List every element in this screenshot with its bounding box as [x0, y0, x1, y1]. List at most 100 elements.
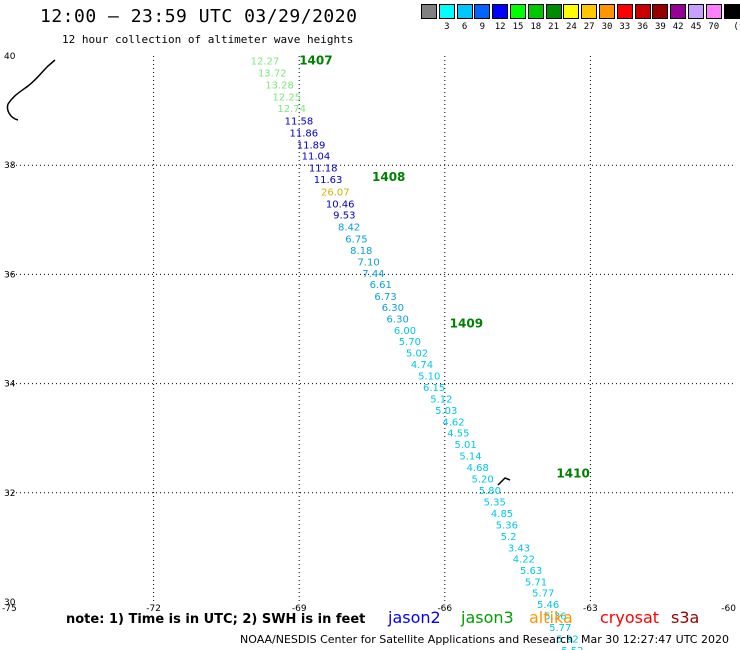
- coastline: [6, 59, 56, 121]
- wave-height-reading: 6.61: [370, 280, 392, 291]
- wave-height-reading: 12.25: [273, 92, 302, 103]
- legend-swatch: [438, 4, 455, 19]
- legend-label: 70: [708, 22, 720, 32]
- wave-height-reading: 5.46: [537, 600, 559, 611]
- note-text: note: 1) Time is in UTC; 2) SWH is in fe…: [66, 612, 366, 627]
- legend-label: 9: [479, 22, 486, 32]
- wave-height-reading: 5.2: [501, 532, 517, 543]
- wave-height-reading: 11.63: [314, 175, 343, 186]
- footer-credit: NOAA/NESDIS Center for Satellite Applica…: [240, 633, 574, 646]
- legend-label: 6: [461, 22, 468, 32]
- legend-label: 45: [690, 22, 702, 32]
- wave-height-reading: 5.63: [520, 566, 542, 577]
- legend-label: 36: [637, 22, 649, 32]
- wave-height-reading: 10.46: [326, 199, 355, 210]
- wave-height-reading: 12.74: [277, 104, 306, 115]
- satellite-label-jason3: jason3: [461, 608, 514, 627]
- lon-tick-label: -75: [2, 604, 17, 614]
- legend-swatch: [652, 4, 669, 19]
- wave-height-reading: 6.30: [382, 303, 404, 314]
- wave-height-reading: 5.14: [459, 452, 481, 463]
- legend-swatch: [705, 4, 722, 19]
- legend-swatch: [510, 4, 526, 19]
- satellite-label-jason2: jason2: [388, 608, 441, 627]
- wave-height-reading: 13.72: [258, 68, 287, 79]
- wave-height-reading: 5.77: [549, 623, 571, 634]
- satellite-label-s3a: s3a: [671, 608, 700, 627]
- wave-height-reading: 6.75: [345, 234, 367, 245]
- wave-height-reading: 11.58: [285, 116, 314, 127]
- wave-height-reading: 7.10: [357, 257, 379, 268]
- wave-height-reading: 5.80: [479, 486, 501, 497]
- wave-height-reading: 7.44: [362, 269, 384, 280]
- wave-height-reading: 26.07: [321, 187, 350, 198]
- wave-height-reading: 5.01: [455, 440, 477, 451]
- wave-height-reading: 5.12: [430, 394, 452, 405]
- wave-height-reading: 8.42: [338, 222, 360, 233]
- wave-height-reading: 9.53: [333, 210, 355, 221]
- wave-height-reading: 6.15: [423, 383, 445, 394]
- pass-number-label: 1407: [299, 53, 332, 67]
- legend-swatch: [616, 4, 633, 19]
- legend-label: 39: [654, 22, 666, 32]
- wave-height-reading: 4.68: [467, 463, 489, 474]
- legend-label: 21: [548, 22, 560, 32]
- lon-tick-label: -63: [583, 604, 598, 614]
- lon-tick-label: -66: [437, 604, 452, 614]
- legend-label: 3: [444, 22, 450, 32]
- pass-number-label: 1409: [450, 317, 483, 331]
- legend-swatch: [723, 4, 740, 19]
- map-title: 12:00 – 23:59 UTC 03/29/2020: [40, 6, 358, 27]
- wave-height-reading: 6.73: [374, 292, 396, 303]
- wave-height-reading: 4.62: [442, 417, 464, 428]
- pass-number-label: 1408: [372, 170, 405, 184]
- wave-height-reading: 11.86: [289, 128, 318, 139]
- legend-swatch: [492, 4, 509, 19]
- lat-tick-label: 40: [4, 52, 16, 62]
- lat-tick-label: 34: [4, 380, 16, 390]
- legend-swatch: [474, 4, 491, 19]
- wave-height-reading: 4.85: [491, 509, 513, 520]
- legend-label: 30: [601, 22, 613, 32]
- satellite-label-cryosat: cryosat: [600, 608, 660, 627]
- legend-label: 27: [583, 22, 595, 32]
- satellite-label-altika: altika: [529, 608, 573, 627]
- legend-swatch: [670, 4, 687, 19]
- wave-height-reading: 5.36: [544, 612, 566, 623]
- wave-height-reading: 8.18: [350, 246, 372, 257]
- lat-tick-label: 38: [4, 161, 16, 171]
- wave-height-reading: 5.10: [418, 371, 440, 382]
- wave-height-reading: 5.52: [561, 646, 583, 650]
- wave-height-reading: 13.28: [265, 80, 294, 91]
- wave-height-reading: 5.36: [496, 520, 518, 531]
- legend-swatch: [545, 4, 562, 19]
- legend-swatch: [634, 4, 651, 19]
- wave-height-reading: 5.70: [399, 337, 421, 348]
- wave-height-reading: 5.02: [406, 348, 428, 359]
- legend-label: 33: [619, 22, 631, 32]
- legend-swatch: [581, 4, 598, 19]
- wave-height-reading: 11.89: [297, 140, 326, 151]
- legend-swatch: [527, 4, 544, 19]
- wave-height-reading: 11.04: [302, 151, 331, 162]
- legend-label: 18: [530, 22, 542, 32]
- wave-height-reading: 5.77: [532, 589, 554, 600]
- legend-label: 15: [512, 22, 524, 32]
- wave-height-reading: 3.43: [508, 543, 530, 554]
- legend-swatch: [599, 4, 615, 19]
- wave-height-reading: 5.92: [556, 635, 578, 646]
- map-subtitle: 12 hour collection of altimeter wave hei…: [62, 33, 354, 46]
- legend-swatch: [456, 4, 473, 19]
- legend-label: 24: [565, 22, 577, 32]
- wave-height-reading: 5.03: [435, 406, 457, 417]
- lon-tick-label: -60: [721, 604, 736, 614]
- legend-unit: (ft): [733, 22, 740, 32]
- lat-tick-label: 36: [4, 270, 16, 280]
- legend-swatch: [421, 4, 437, 19]
- wave-height-reading: 4.74: [411, 360, 433, 371]
- track-marker: [497, 477, 511, 486]
- lon-tick-label: -69: [292, 604, 307, 614]
- legend-swatch: [563, 4, 580, 19]
